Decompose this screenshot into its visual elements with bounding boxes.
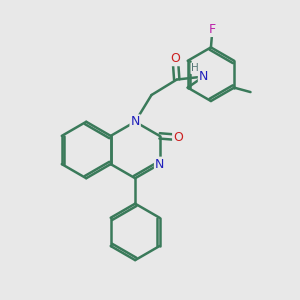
- Text: O: O: [170, 52, 180, 65]
- Text: O: O: [173, 131, 183, 144]
- Text: N: N: [130, 115, 140, 128]
- Text: N: N: [199, 70, 208, 83]
- Text: F: F: [209, 23, 216, 36]
- Text: H: H: [191, 63, 199, 73]
- Text: N: N: [155, 158, 164, 171]
